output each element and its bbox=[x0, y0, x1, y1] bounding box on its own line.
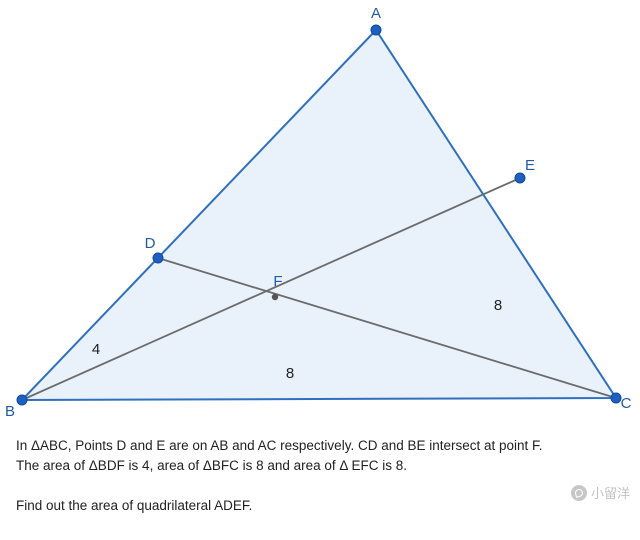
point-d bbox=[153, 253, 163, 263]
point-e bbox=[515, 173, 525, 183]
label-e: E bbox=[525, 157, 535, 174]
triangle-abc bbox=[22, 30, 616, 400]
point-c bbox=[611, 393, 621, 403]
problem-line-2: The area of ΔBDF is 4, area of ΔBFC is 8… bbox=[16, 456, 407, 476]
area-label-bfc: 8 bbox=[286, 365, 294, 382]
point-f bbox=[272, 294, 278, 300]
wechat-icon bbox=[571, 485, 587, 501]
area-label-efc: 8 bbox=[494, 297, 502, 314]
label-c: C bbox=[621, 395, 632, 412]
label-a: A bbox=[371, 5, 381, 22]
label-f: F bbox=[273, 273, 282, 290]
label-d: D bbox=[145, 235, 156, 252]
point-b bbox=[17, 395, 27, 405]
watermark: 小留洋 bbox=[571, 483, 630, 502]
watermark-text: 小留洋 bbox=[591, 483, 630, 502]
problem-line-1: In ΔABC, Points D and E are on AB and AC… bbox=[16, 436, 543, 456]
point-a bbox=[371, 25, 381, 35]
area-label-bdf: 4 bbox=[92, 341, 100, 358]
label-b: B bbox=[5, 403, 15, 420]
problem-line-3: Find out the area of quadrilateral ADEF. bbox=[16, 496, 252, 516]
triangle-diagram: A B C D E F 4 8 8 bbox=[0, 0, 640, 425]
